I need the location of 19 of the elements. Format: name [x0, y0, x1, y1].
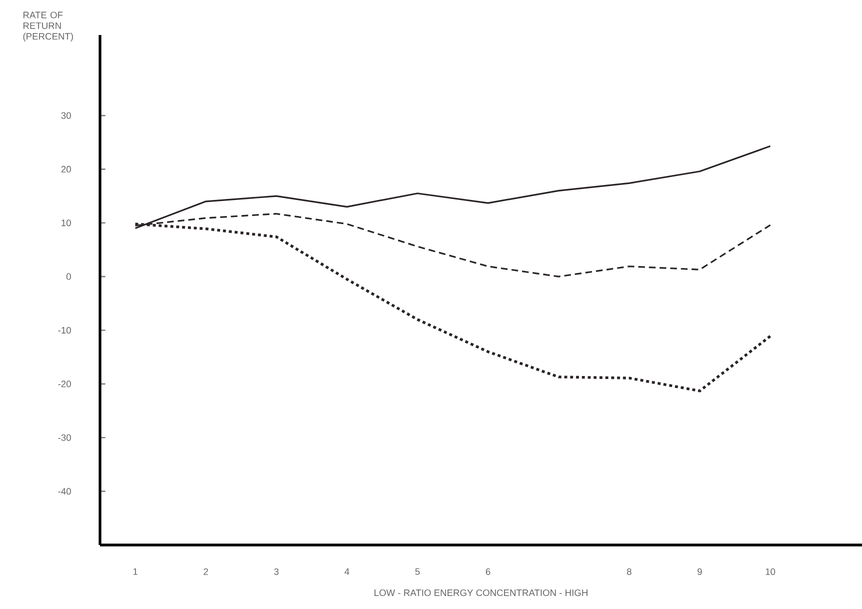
- y-tick-label: 20: [61, 166, 71, 173]
- x-tick-label: 1: [133, 568, 138, 575]
- x-tick-label: 3: [274, 568, 279, 575]
- y-tick-label: 10: [62, 220, 71, 226]
- y-tick-label: -10: [58, 326, 71, 334]
- x-tick-label: 2: [204, 568, 208, 575]
- x-axis-title: LOW - RATIO ENERGY CONCENTRATION - HIGH: [374, 589, 588, 596]
- y-axis-title: RATE OF RETURN (PERCENT): [23, 12, 73, 42]
- y-tick-label: -30: [58, 434, 71, 441]
- y-tick-label: 0: [66, 273, 71, 280]
- y-tick-label: -40: [58, 488, 71, 495]
- y-tick-label: 30: [61, 112, 71, 119]
- x-tick-label: 9: [698, 568, 702, 575]
- y-tick-label: -20: [58, 380, 71, 388]
- x-tick-label: 6: [486, 568, 490, 575]
- x-tick-label: 4: [344, 568, 350, 575]
- x-tick-label: 8: [626, 568, 632, 575]
- x-tick-label: 5: [415, 568, 420, 575]
- x-tick-label: 10: [766, 568, 776, 575]
